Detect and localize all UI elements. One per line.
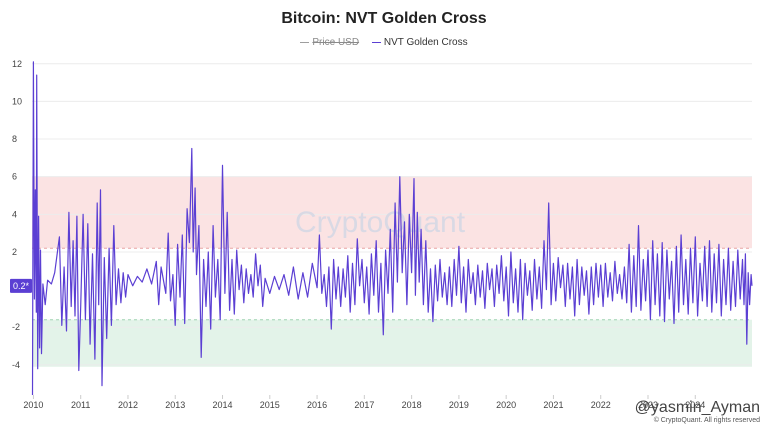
attribution: @yasmin_Ayman © CryptoQuant. All rights … (635, 399, 760, 424)
x-tick-label: 2023 (638, 400, 658, 410)
legend-swatch-price (300, 41, 310, 43)
x-tick-label: 2011 (71, 400, 90, 410)
chart-title: Bitcoin: NVT Golden Cross (281, 10, 487, 27)
series-line-nvt-golden-cross (31, 61, 753, 396)
y-tick-label: 4 (12, 209, 17, 219)
x-tick-label: 2022 (591, 400, 611, 410)
y-tick-label: 10 (12, 96, 22, 106)
y-tick-label: 6 (12, 172, 17, 182)
x-tick-label: 2019 (449, 400, 469, 410)
y-tick-label: -4 (12, 360, 20, 370)
x-tick-label: 2014 (213, 400, 233, 410)
legend-item-price[interactable]: Price USD (300, 37, 359, 48)
x-tick-label: 2012 (118, 400, 138, 410)
x-tick-label: 2010 (23, 400, 43, 410)
current-value-badge (10, 278, 32, 293)
y-tick-label: 2 (12, 247, 17, 257)
current-value-label: 0.2* (13, 281, 30, 291)
legend-swatch-nvt (371, 41, 381, 43)
x-tick-label: 2024 (685, 400, 705, 410)
x-tick-label: 2018 (402, 400, 422, 410)
watermark: CryptoQuant (295, 206, 466, 239)
legend: Price USD NVT Golden Cross (0, 37, 768, 48)
x-tick-label: 2021 (543, 400, 563, 410)
x-tick-label: 2015 (260, 400, 280, 410)
attribution-handle: @yasmin_Ayman (634, 399, 760, 416)
attribution-copyright: © CryptoQuant. All rights reserved (653, 417, 760, 424)
legend-item-nvt[interactable]: NVT Golden Cross (371, 37, 468, 48)
zone-sell (32, 176, 752, 249)
x-tick-label: 2020 (496, 400, 516, 410)
y-tick-label: -2 (12, 322, 20, 332)
y-tick-label: 8 (12, 134, 17, 144)
legend-label-nvt: NVT Golden Cross (383, 37, 468, 48)
x-tick-label: 2016 (307, 400, 327, 410)
x-tick-label: 2013 (165, 400, 185, 410)
legend-label-price: Price USD (312, 37, 360, 48)
y-tick-label: 12 (12, 59, 22, 69)
x-tick-label: 2017 (354, 400, 374, 410)
